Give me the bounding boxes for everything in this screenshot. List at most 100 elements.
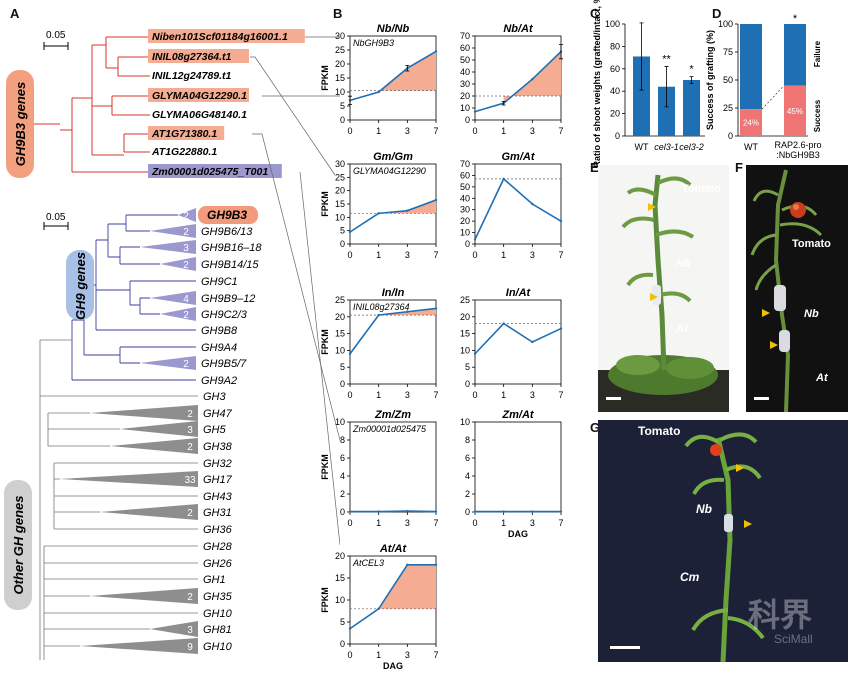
error-bar: [559, 44, 563, 60]
x-category-label-line: RAP2.6-pro: [774, 140, 821, 150]
y-tick-label: 70: [460, 31, 470, 41]
photo-e-grafted-plant: Tomato Nb At: [598, 165, 729, 412]
group-box-gh9b3: [6, 70, 34, 178]
x-tick-label: 3: [405, 390, 410, 400]
tree-branch: [47, 412, 120, 447]
x-tick-label: 3: [530, 518, 535, 528]
connector-dashed: [761, 85, 785, 110]
clade-triangle: [150, 224, 196, 238]
tree-leaf-label: INIL12g24789.t1: [152, 70, 232, 82]
tree-leaf-label: GLYMA04G12290.1: [152, 90, 247, 102]
x-category-label: WT: [744, 142, 758, 152]
tree-leaf-label: GLYMA06G48140.1: [152, 109, 247, 121]
y-tick-label: 5: [340, 226, 345, 236]
y-axis-label: FPKM: [320, 587, 330, 613]
series-line: [349, 199, 437, 233]
x-tick-label: 7: [558, 126, 563, 136]
gh9-leaf-label: GH9B16–18: [201, 242, 262, 254]
y-tick-label: 15: [335, 199, 345, 209]
line-chart-5: In/At 0 5 10 15 20 25 0 1 3 7: [460, 287, 564, 400]
x-axis-label: DAG: [508, 529, 528, 539]
increase-area: [378, 51, 436, 92]
value-label: 24%: [743, 119, 759, 128]
data-point: [377, 90, 380, 94]
x-category-label-line: :NbGH9B3: [776, 150, 820, 160]
bar-failure: [784, 24, 806, 86]
increase-area: [503, 51, 561, 104]
clade-count: 3: [187, 625, 193, 636]
leaf-highlight-box: [148, 88, 249, 102]
other-leaf-label: GH10: [203, 608, 233, 620]
data-point: [502, 177, 505, 181]
error-bar: [639, 22, 644, 91]
clade-count: 2: [187, 442, 193, 453]
tree-branch: [107, 214, 178, 265]
tree-leaf-label: Zm00001d025475_T001: [151, 166, 268, 178]
x-tick-label: 3: [530, 250, 535, 260]
other-leaf-label: GH5: [203, 424, 227, 436]
x-tick-label: 7: [558, 250, 563, 260]
y-tick-label: 0: [465, 379, 470, 389]
y-tick-label: 10: [335, 87, 345, 97]
tree-branch: [60, 98, 150, 173]
scale-bar-label-2: 0.05: [46, 212, 66, 223]
tree-leaf-label: AT1G71380.1: [151, 128, 217, 140]
y-tick-label: 25: [335, 172, 345, 182]
data-point: [377, 313, 380, 317]
line-chart-7: Zm/At 0 2 4 6 8 10 0 1 3 7 DAG: [460, 409, 564, 539]
significance-mark: *: [793, 13, 798, 25]
chart-subtitle: AtCEL3: [352, 558, 384, 568]
other-leaf-label: GH35: [203, 591, 233, 603]
series-line: [474, 177, 562, 240]
clade-triangle: [60, 471, 198, 487]
gh9-leaf-label: GH9B6/13: [201, 226, 253, 238]
x-tick-label: 1: [501, 390, 506, 400]
chart-title: In/In: [382, 287, 405, 299]
y-tick-label: 60: [610, 64, 620, 74]
y-tick-label: 10: [335, 595, 345, 605]
x-tick-label: 3: [530, 126, 535, 136]
x-tick-label: 1: [376, 650, 381, 660]
y-tick-label: 15: [335, 329, 345, 339]
data-point: [434, 50, 438, 53]
y-tick-label: 20: [335, 312, 345, 322]
other-leaf-label: GH36: [203, 524, 233, 536]
x-tick-label: 1: [376, 390, 381, 400]
clade-triangle: [110, 438, 198, 454]
clade-count: 2: [183, 211, 189, 222]
data-point: [531, 78, 534, 81]
y-axis-label: FPKM: [320, 329, 330, 355]
clade-count: 2: [183, 260, 189, 271]
clade-triangle: [160, 257, 196, 271]
clade-triangle: [150, 621, 198, 637]
bar: [633, 56, 650, 137]
data-point: [559, 219, 563, 223]
y-axis-label: FPKM: [320, 65, 330, 91]
y-tick-label: 15: [335, 73, 345, 83]
x-category-label: cel3-2: [679, 142, 704, 152]
chart-subtitle: NbGH9B3: [353, 38, 394, 48]
tree-branch: [92, 133, 150, 156]
y-tick-label: 10: [335, 417, 345, 427]
plot-frame: [474, 163, 562, 245]
y-tick-label: 8: [465, 435, 470, 445]
label-cm-g: Cm: [680, 570, 700, 584]
clade-triangle: [150, 291, 196, 305]
x-tick-label: 7: [433, 126, 438, 136]
clade-triangle: [100, 504, 198, 520]
error-bar: [501, 101, 506, 106]
line-chart-4: In/In INIL08g27364 0 5 10 15 20 25 0 1 3 7 FPKM: [320, 287, 439, 400]
x-tick-label: 1: [376, 126, 381, 136]
data-point: [434, 307, 438, 310]
series-line: [474, 322, 562, 355]
chart-title: Nb/At: [503, 23, 534, 35]
y-tick-label: 6: [340, 453, 345, 463]
other-leaf-label: GH17: [203, 474, 233, 486]
data-point: [406, 209, 409, 212]
clade-count: 2: [187, 508, 193, 519]
data-point: [559, 327, 563, 330]
data-point: [473, 110, 477, 113]
y-tick-label: 40: [460, 67, 470, 77]
line-chart-0: Nb/Nb NbGH9B3 0 5 10 15 20 25 30 0 1 3 7 FPKM: [320, 23, 439, 136]
